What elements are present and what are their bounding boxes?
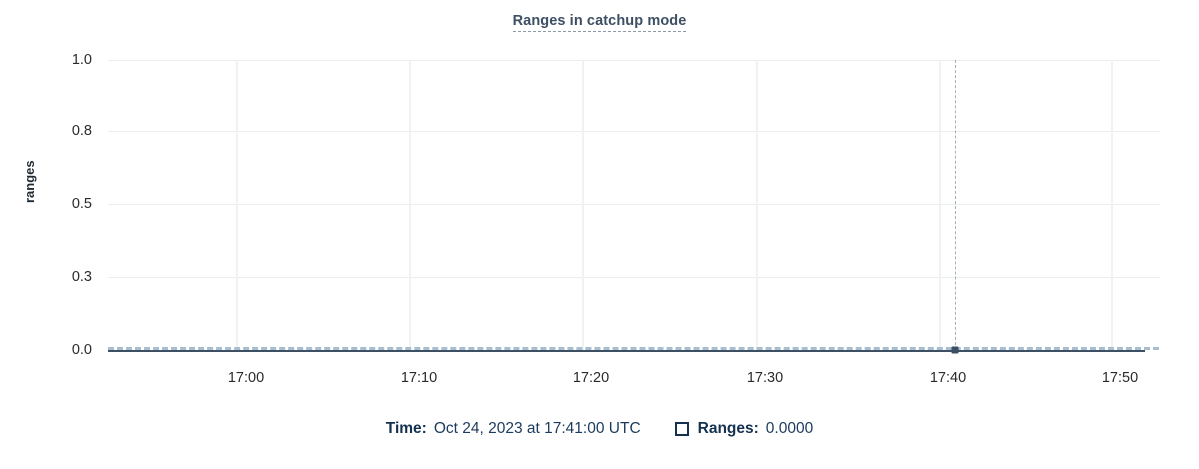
chart-title-text: Ranges in catchup mode (512, 13, 687, 32)
gridline-horizontal-0-3 (108, 277, 1160, 278)
y-tick-label-1: 1.0 (71, 52, 92, 68)
y-tick-label-4: 0.3 (71, 269, 92, 285)
y-tick-label-5: 0.0 (71, 342, 92, 358)
footer-time-group: Time: Oct 24, 2023 at 17:41:00 UTC (386, 420, 641, 438)
footer-time-value: Oct 24, 2023 at 17:41:00 UTC (433, 420, 641, 437)
y-tick-label-2: 0.8 (71, 123, 92, 139)
x-tick-label-3: 17:20 (572, 370, 610, 386)
chart-footer-readout: Time: Oct 24, 2023 at 17:41:00 UTC Range… (0, 420, 1199, 438)
series-line-ranges-threshold (108, 347, 1159, 350)
series-line-ranges (108, 350, 1145, 352)
gridline-horizontal-0-5 (108, 204, 1160, 205)
y-tick-label-3: 0.5 (71, 196, 92, 212)
footer-time-label: Time: (385, 420, 427, 437)
gridline-horizontal-1-0 (108, 60, 1160, 61)
gridline-vertical-1730 (756, 60, 758, 350)
footer-series-group[interactable]: Ranges: 0.0000 (674, 420, 814, 438)
legend-checkbox-icon[interactable] (674, 422, 689, 436)
gridline-vertical-1740 (939, 60, 941, 350)
x-tick-label-2: 17:10 (400, 370, 438, 386)
plot-area[interactable] (108, 60, 1160, 354)
gridline-vertical-1700 (236, 60, 238, 350)
chart-title: Ranges in catchup mode (0, 13, 1199, 32)
gridline-vertical-1720 (582, 60, 584, 350)
x-tick-label-5: 17:40 (929, 370, 967, 386)
gridline-vertical-1750 (1111, 60, 1113, 350)
footer-series-label: Ranges: (697, 420, 759, 437)
cursor-data-point-marker[interactable] (951, 346, 959, 354)
gridline-horizontal-0-8 (108, 131, 1160, 132)
footer-series-value: 0.0000 (765, 420, 814, 437)
crosshair-vertical-line (955, 60, 956, 350)
x-tick-label-1: 17:00 (227, 370, 265, 386)
x-tick-label-6: 17:50 (1101, 370, 1139, 386)
gridline-vertical-1710 (409, 60, 411, 350)
x-tick-label-4: 17:30 (746, 370, 784, 386)
